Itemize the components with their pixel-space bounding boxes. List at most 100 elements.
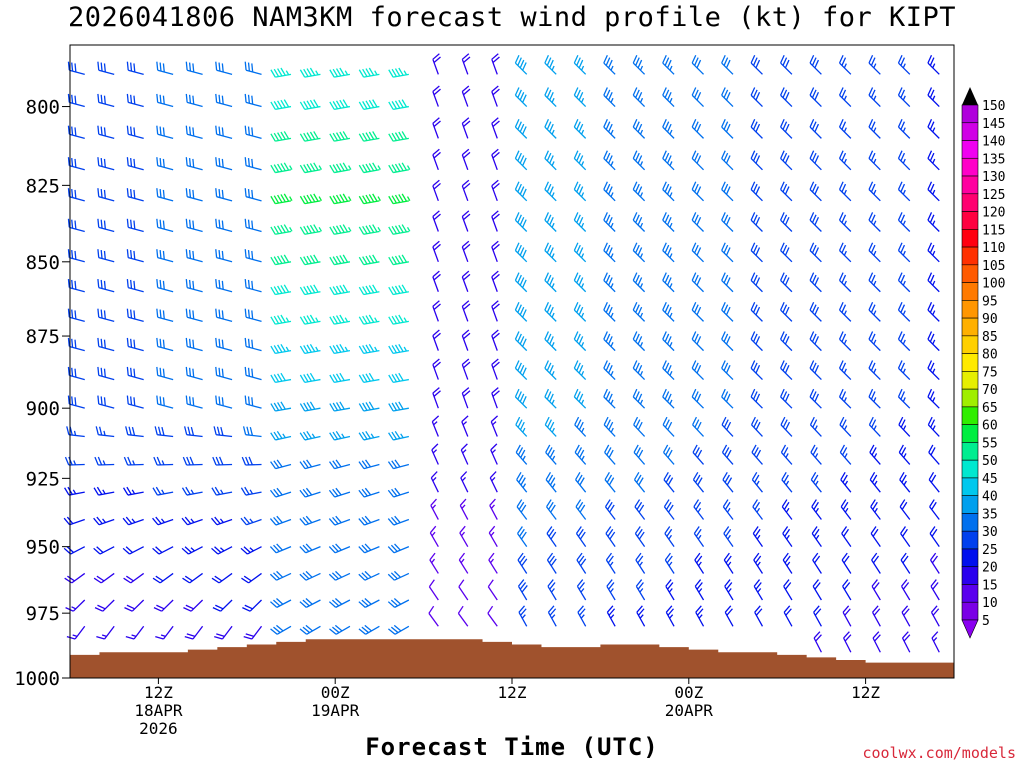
- wind-barb-staff: [898, 424, 911, 437]
- wind-barb-half-feather: [71, 606, 77, 610]
- wind-barb-half-feather: [873, 280, 877, 286]
- wind-barb: [901, 631, 911, 653]
- wind-barb-feather: [544, 388, 550, 398]
- wind-barb-feather: [461, 300, 470, 307]
- wind-barb-feather: [609, 504, 615, 513]
- wind-barb: [576, 552, 587, 574]
- wind-barb-feather: [398, 99, 404, 108]
- wind-barb-feather: [514, 181, 520, 190]
- wind-barb: [461, 415, 469, 437]
- wind-barb-staff: [782, 533, 793, 548]
- wind-barb-staff: [751, 479, 763, 493]
- wind-barb: [123, 456, 144, 466]
- wind-barb-feather: [269, 489, 277, 498]
- wind-barb-feather: [838, 87, 844, 96]
- wind-barb-half-feather: [668, 534, 673, 540]
- wind-barb-feather: [329, 628, 337, 635]
- wind-barb: [240, 486, 262, 496]
- wind-barb-feather: [273, 101, 280, 110]
- wind-barb-feather: [273, 488, 280, 497]
- wind-barb-feather: [328, 573, 336, 581]
- wind-barb-feather: [721, 444, 728, 453]
- wind-barb-feather: [664, 274, 670, 284]
- wind-barb-staff: [491, 392, 498, 409]
- wind-barb: [514, 388, 528, 409]
- wind-barb-staff: [432, 123, 439, 139]
- wind-barb: [724, 579, 734, 601]
- wind-barb: [812, 552, 822, 574]
- credit-link[interactable]: coolwx.com/models: [862, 744, 1016, 762]
- wind-barb-feather: [71, 157, 74, 167]
- wind-barb: [358, 131, 380, 142]
- wind-barb-feather: [783, 501, 790, 510]
- wind-barb: [126, 249, 144, 263]
- wind-barb-feather: [362, 195, 368, 204]
- wind-barb-feather: [126, 157, 129, 166]
- wind-barb-feather: [243, 575, 252, 582]
- wind-barb-half-feather: [190, 547, 195, 552]
- wind-barb-feather: [929, 57, 935, 66]
- wind-barb-feather: [270, 133, 276, 142]
- wind-barb-half-feather: [698, 588, 703, 593]
- wind-barb-staff: [186, 101, 203, 108]
- wind-barb-half-feather: [697, 507, 702, 513]
- wind-barb-feather: [663, 499, 670, 508]
- wind-barb: [809, 331, 822, 352]
- wind-barb-staff: [573, 219, 587, 232]
- wind-barb-feather: [725, 247, 731, 256]
- colorbar-segment: [961, 175, 979, 195]
- wind-barb: [126, 188, 144, 202]
- wind-barb-staff: [632, 367, 646, 381]
- wind-barb-feather: [784, 247, 790, 256]
- wind-barb: [898, 416, 911, 437]
- wind-barb-staff: [901, 637, 911, 653]
- wind-barb-feather: [726, 477, 733, 486]
- wind-barb: [750, 360, 763, 381]
- wind-barb-feather: [273, 226, 280, 235]
- wind-barb-staff: [128, 196, 144, 202]
- wind-barb-feather: [299, 546, 307, 554]
- wind-barb: [299, 598, 321, 608]
- wind-barb-feather: [215, 157, 218, 166]
- terrain-layer: [70, 639, 954, 678]
- wind-barb-half-feather: [903, 480, 907, 486]
- wind-barb: [514, 302, 528, 322]
- wind-barb-feather: [188, 396, 192, 405]
- wind-barb-half-feather: [580, 161, 585, 166]
- wind-barb-feather: [220, 426, 224, 436]
- wind-barb-feather: [514, 242, 520, 251]
- wind-barb-feather: [276, 487, 283, 496]
- wind-barb-staff: [461, 91, 469, 107]
- wind-barb: [782, 552, 793, 574]
- wind-barb: [809, 242, 822, 263]
- wind-barb-feather: [247, 126, 251, 136]
- wind-barb-feather: [461, 85, 470, 93]
- wind-barb-feather: [664, 333, 670, 342]
- colorbar-label: 145: [982, 117, 1005, 132]
- wind-barb-feather: [662, 360, 667, 369]
- wind-barb: [546, 552, 557, 574]
- wind-barb: [544, 87, 557, 108]
- wind-barb-feather: [492, 361, 500, 369]
- wind-barb: [868, 331, 881, 352]
- wind-barb-feather: [550, 531, 557, 540]
- wind-barb-staff: [603, 338, 616, 352]
- wind-barb-feather: [546, 526, 553, 534]
- wind-barb-feather: [215, 125, 218, 135]
- wind-barb-feather: [133, 220, 136, 230]
- wind-barb-half-feather: [406, 196, 411, 201]
- wind-barb: [780, 388, 793, 409]
- wind-barb-feather: [365, 255, 371, 264]
- wind-barb-feather: [784, 365, 790, 374]
- wind-barb-feather: [578, 306, 584, 316]
- wind-barb-staff: [364, 599, 380, 608]
- wind-barb-feather: [332, 68, 339, 77]
- wind-barb-feather: [662, 150, 667, 159]
- wind-barb-staff: [104, 625, 115, 640]
- wind-barb-feather: [368, 285, 375, 294]
- wind-barb: [461, 358, 471, 380]
- wind-barb-feather: [843, 555, 850, 564]
- wind-barb-feather: [277, 68, 283, 77]
- wind-barb-staff: [692, 424, 705, 437]
- wind-barb-feather: [901, 579, 908, 587]
